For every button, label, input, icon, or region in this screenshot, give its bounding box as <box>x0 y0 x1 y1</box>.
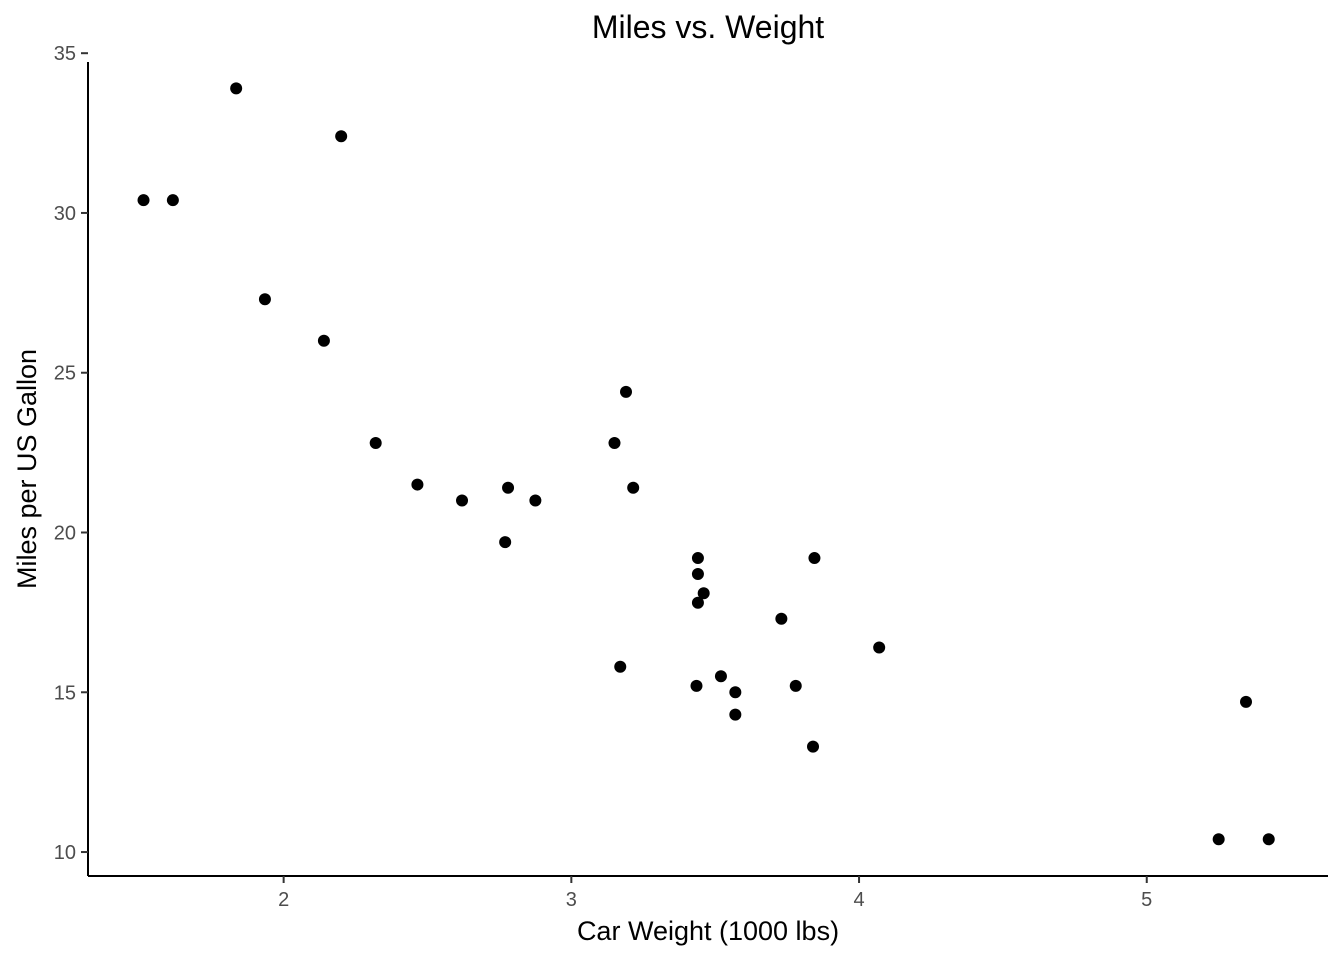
data-point <box>258 293 271 306</box>
data-point <box>529 494 542 507</box>
x-tick-label: 3 <box>566 889 577 911</box>
y-tick-label: 20 <box>54 522 76 544</box>
axes: 2 3 4 5 10 15 20 25 30 35 <box>54 43 1328 911</box>
data-point <box>627 481 640 494</box>
data-point <box>690 679 703 692</box>
data-point <box>729 686 742 699</box>
data-point <box>620 385 633 398</box>
data-point <box>873 641 886 654</box>
data-point <box>1240 695 1253 708</box>
x-tick-label: 5 <box>1141 889 1152 911</box>
chart-title: Miles vs. Weight <box>592 9 824 45</box>
data-point <box>411 478 424 491</box>
data-point <box>608 437 621 450</box>
x-tick-label: 4 <box>853 889 864 911</box>
data-point <box>369 437 382 450</box>
y-tick-label: 10 <box>54 842 76 864</box>
data-points <box>137 82 1275 846</box>
data-point <box>317 334 330 347</box>
x-tick-label: 2 <box>278 889 289 911</box>
data-point <box>691 568 704 581</box>
data-point <box>775 612 788 625</box>
data-point <box>729 708 742 721</box>
y-axis-label: Miles per US Gallon <box>12 349 42 589</box>
data-point <box>714 670 727 683</box>
data-point <box>335 130 348 143</box>
y-tick-label: 30 <box>54 203 76 225</box>
data-point <box>614 660 627 673</box>
y-tick-label: 15 <box>54 682 76 704</box>
data-point <box>691 596 704 609</box>
data-point <box>789 679 802 692</box>
data-point <box>697 587 710 600</box>
x-axis-label: Car Weight (1000 lbs) <box>577 916 839 946</box>
y-tick-label: 25 <box>54 363 76 385</box>
data-point <box>807 740 820 753</box>
data-point <box>691 552 704 565</box>
data-point <box>456 494 469 507</box>
data-point <box>230 82 243 95</box>
data-point <box>1212 833 1225 846</box>
data-point <box>502 481 515 494</box>
data-point <box>808 552 821 565</box>
data-point <box>1262 833 1275 846</box>
data-point <box>137 194 150 207</box>
y-tick-label: 35 <box>54 43 76 65</box>
data-point <box>499 536 512 549</box>
data-point <box>166 194 179 207</box>
